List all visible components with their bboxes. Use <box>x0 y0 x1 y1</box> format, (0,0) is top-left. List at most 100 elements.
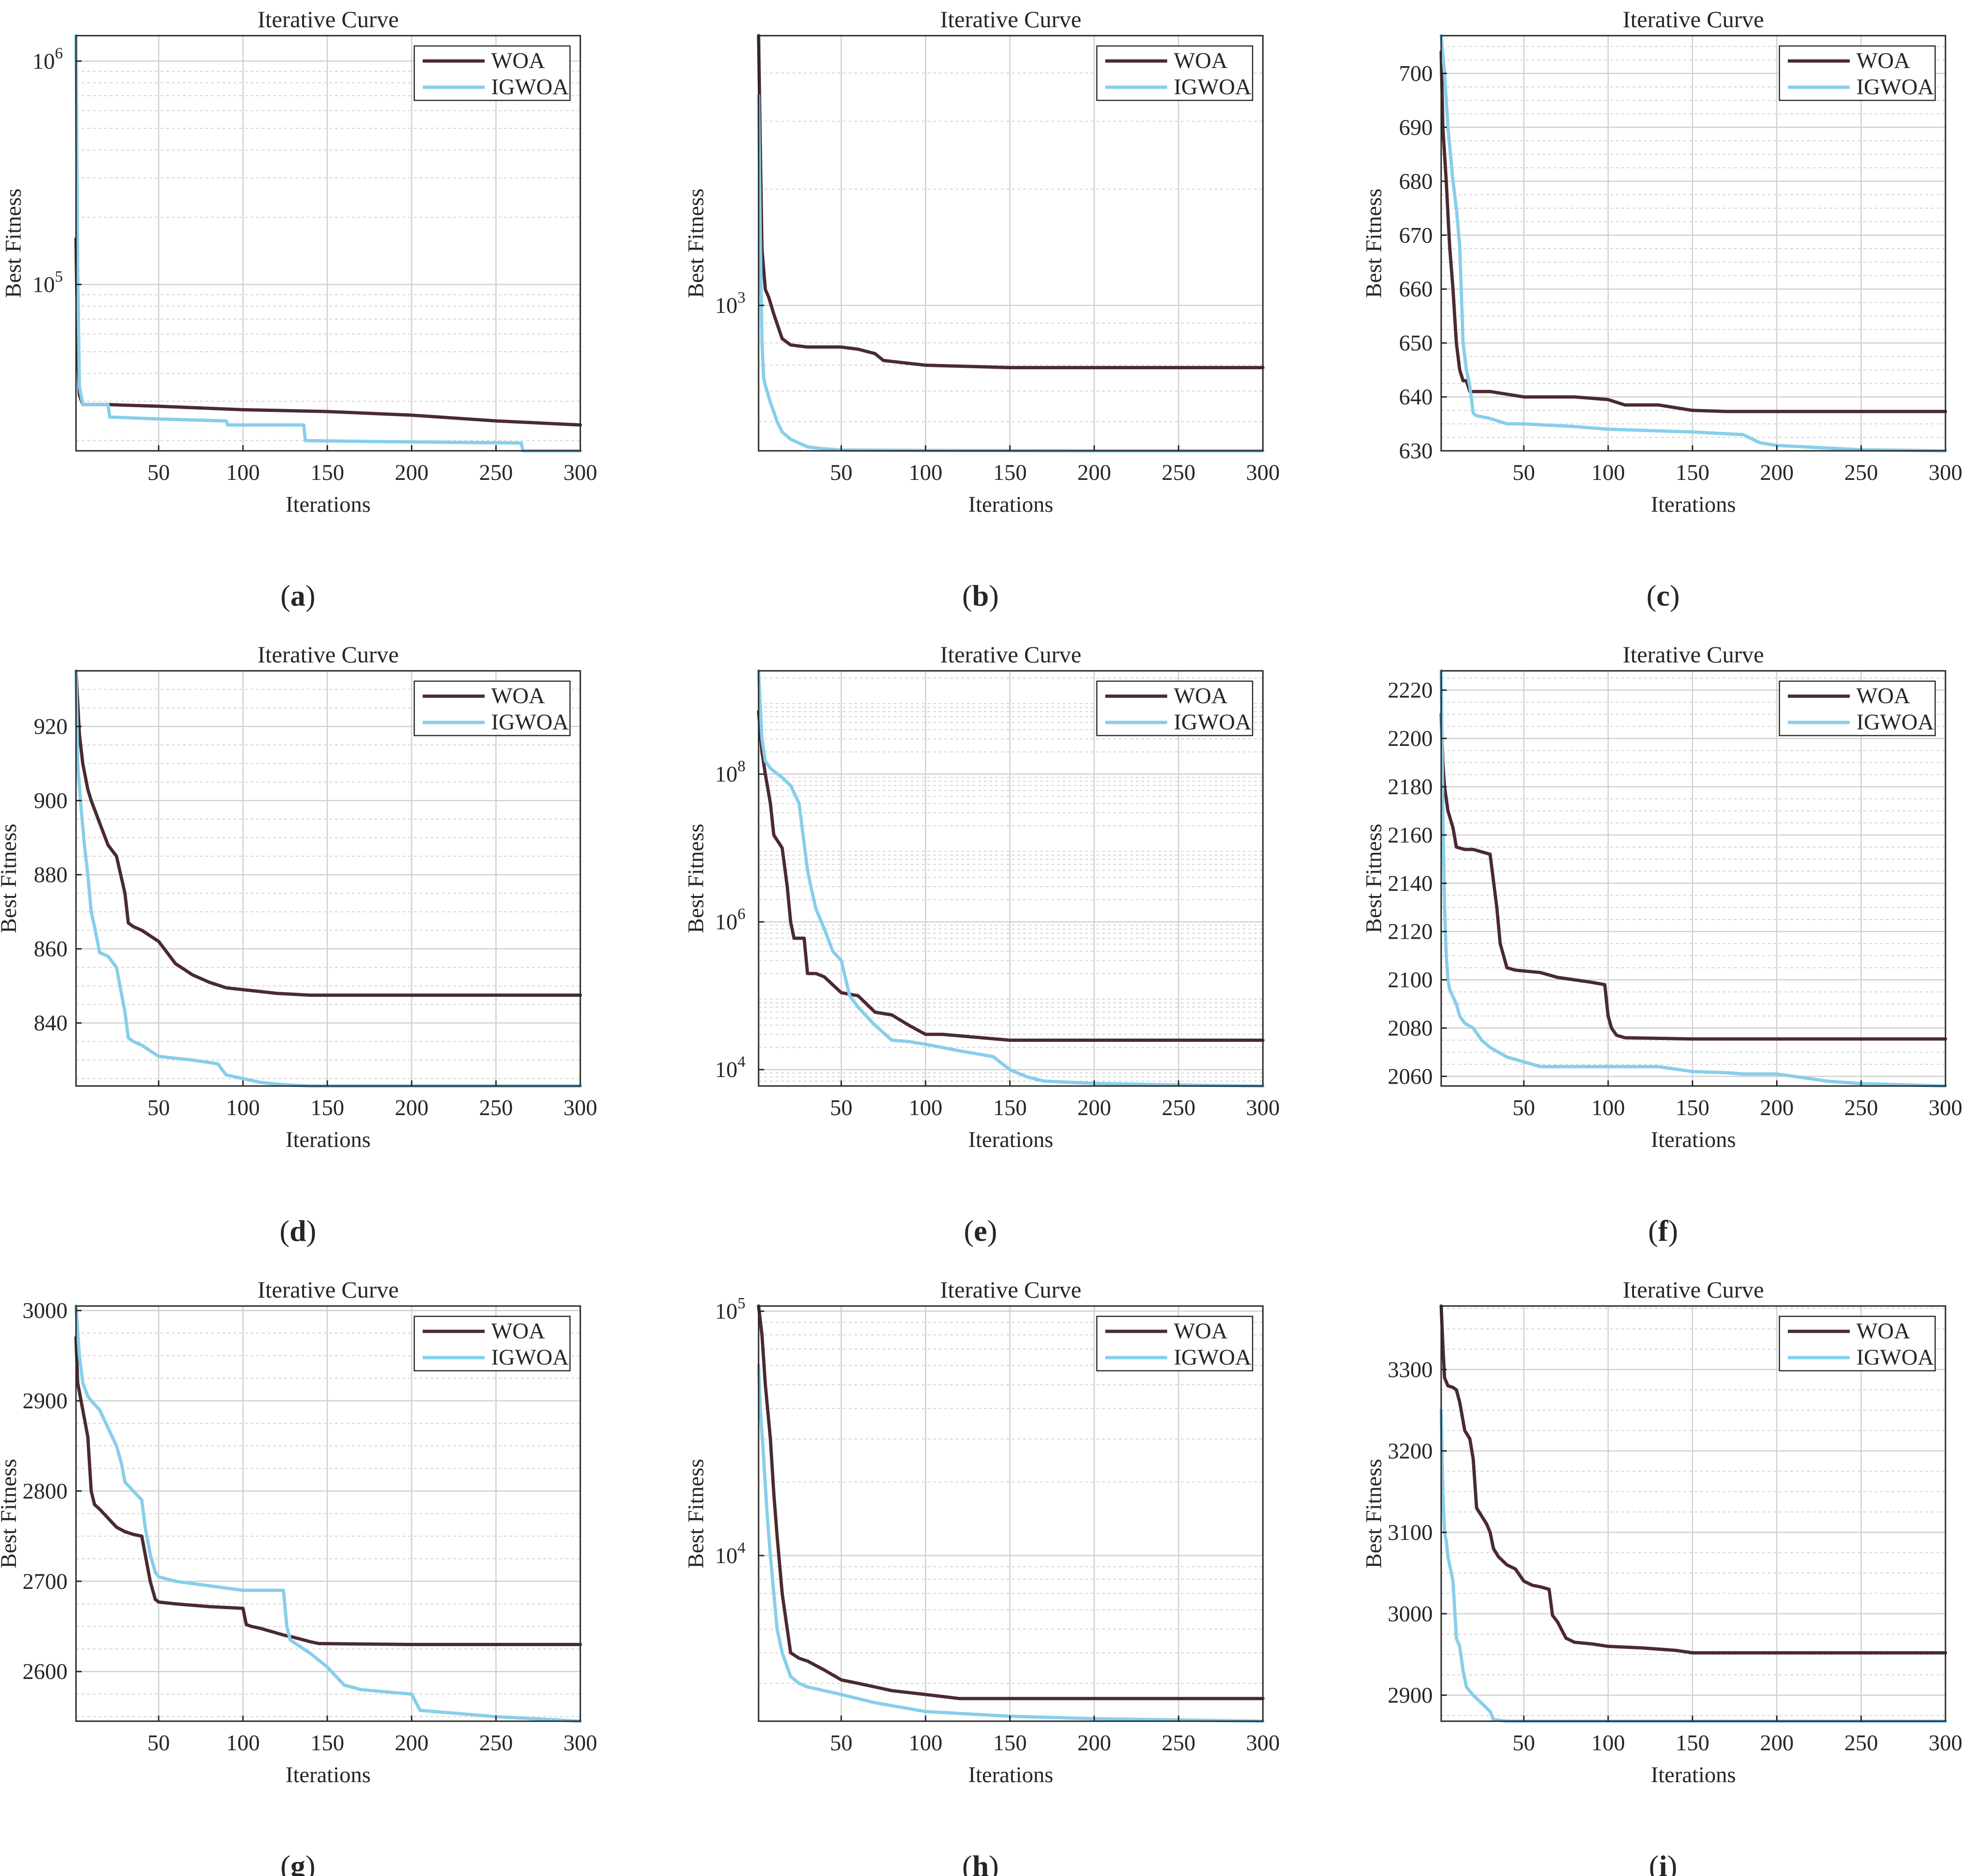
panel-caption: (d) <box>280 1214 316 1247</box>
x-tick-label: 150 <box>311 1731 344 1755</box>
x-tick-label: 200 <box>1760 1731 1793 1755</box>
legend-label-woa: WOA <box>1856 684 1910 708</box>
legend-label-woa: WOA <box>1174 1319 1228 1344</box>
panel-letter: c <box>1656 579 1670 612</box>
x-tick-label: 250 <box>1844 460 1878 485</box>
y-tick-label: 2800 <box>23 1479 68 1504</box>
y-tick-exponent: 5 <box>737 1295 745 1312</box>
chart-title: Iterative Curve <box>1623 641 1764 668</box>
y-tick-label: 2220 <box>1388 678 1433 703</box>
x-tick-label: 250 <box>479 1095 513 1120</box>
y-tick-label: 105 <box>32 268 63 297</box>
x-axis-label: Iterations <box>286 492 371 517</box>
x-tick-label: 300 <box>1246 1731 1280 1755</box>
panel-letter: f <box>1658 1214 1668 1247</box>
y-tick-base: 10 <box>32 272 55 297</box>
chart-title: Iterative Curve <box>940 641 1081 668</box>
panel-caption: (c) <box>1646 579 1679 612</box>
y-axis-label: Best Fitness <box>1361 1459 1386 1568</box>
panel-caption: (i) <box>1649 1849 1677 1876</box>
y-tick-base: 10 <box>715 762 737 787</box>
major-grid <box>1441 1306 1946 1721</box>
y-tick-exponent: 5 <box>55 268 63 285</box>
axes-frame <box>1440 670 1946 1087</box>
y-tick-exponent: 6 <box>737 905 745 923</box>
x-axis-label: Iterations <box>1651 1127 1736 1152</box>
y-tick-base: 10 <box>715 1299 737 1324</box>
y-axis-label: Best Fitness <box>0 1459 21 1568</box>
x-tick-label: 100 <box>226 1095 260 1120</box>
panel-caption: (g) <box>281 1849 316 1876</box>
y-axis-label: Best Fitness <box>684 824 708 933</box>
major-grid <box>1441 671 1946 1086</box>
legend-box <box>1096 45 1254 101</box>
panel-letter: a <box>290 579 305 612</box>
y-tick-label: 3100 <box>1388 1520 1433 1545</box>
chart-title: Iterative Curve <box>258 1276 399 1303</box>
y-axis-label: Best Fitness <box>684 189 708 298</box>
y-tick-base: 10 <box>715 1543 737 1568</box>
chart-g: 50 100 150 200 250 300 2600 2700 2800 2900 3000 Ite… <box>0 1276 597 1876</box>
x-axis-label: Iterations <box>968 492 1053 517</box>
series-line-igwoa <box>74 1304 582 1723</box>
x-axis-label: Iterations <box>968 1127 1053 1152</box>
panel-caption: (h) <box>962 1849 999 1876</box>
x-axis-label: Iterations <box>286 1762 371 1787</box>
legend-label-woa: WOA <box>1856 1319 1910 1344</box>
y-tick-base: 10 <box>715 910 737 934</box>
y-tick-base: 10 <box>715 1057 737 1082</box>
series-line-igwoa <box>757 93 1265 453</box>
panel-letter: e <box>974 1214 987 1247</box>
x-axis-label: Iterations <box>1651 1762 1736 1787</box>
y-tick-label: 920 <box>34 714 68 739</box>
x-tick-label: 300 <box>1246 460 1280 485</box>
x-tick-label: 200 <box>1760 1095 1793 1120</box>
y-tick-label: 2160 <box>1388 823 1433 848</box>
y-tick-label: 2900 <box>1388 1683 1433 1708</box>
y-tick-label: 3000 <box>1388 1602 1433 1626</box>
x-axis-label: Iterations <box>286 1127 371 1152</box>
x-tick-label: 150 <box>993 1731 1027 1755</box>
legend-label-igwoa: IGWOA <box>1856 1345 1934 1370</box>
series-line-woa <box>1439 713 1947 1041</box>
x-tick-label: 100 <box>909 460 942 485</box>
series-line-woa <box>74 669 582 997</box>
x-tick-label: 150 <box>1676 1095 1710 1120</box>
chart-b: 50 100 150 200 250 300 103 Iterative Curve Itera… <box>684 6 1280 612</box>
y-tick-exponent: 4 <box>737 1539 745 1557</box>
y-tick-label: 3300 <box>1388 1357 1433 1382</box>
panel-letter: i <box>1659 1849 1667 1876</box>
x-tick-label: 300 <box>1929 460 1962 485</box>
series-line-woa <box>1439 50 1947 413</box>
x-tick-label: 100 <box>1591 1731 1625 1755</box>
legend-box <box>1778 1315 1936 1372</box>
major-grid <box>76 1306 581 1721</box>
y-tick-label: 2600 <box>23 1659 68 1684</box>
x-tick-label: 50 <box>1512 460 1535 485</box>
panel-caption: (a) <box>281 579 316 612</box>
x-tick-label: 150 <box>1676 460 1710 485</box>
x-tick-label: 250 <box>479 1731 513 1755</box>
legend-label-woa: WOA <box>491 1319 545 1344</box>
y-tick-label: 104 <box>715 1539 745 1568</box>
legend-label-woa: WOA <box>1174 684 1228 708</box>
y-tick-label: 104 <box>715 1053 745 1082</box>
panel-letter: g <box>290 1849 305 1876</box>
y-tick-label: 650 <box>1399 331 1433 356</box>
series-line-igwoa <box>74 34 582 453</box>
series-line-igwoa <box>74 669 582 1088</box>
x-tick-label: 100 <box>909 1095 942 1120</box>
x-tick-label: 50 <box>147 1095 170 1120</box>
x-tick-label: 150 <box>1676 1731 1710 1755</box>
legend-label-igwoa: IGWOA <box>1856 75 1934 99</box>
x-tick-label: 50 <box>830 1731 852 1755</box>
axes-frame <box>75 35 581 452</box>
axes-frame <box>1440 35 1946 452</box>
axes-frame <box>758 1305 1264 1722</box>
x-tick-label: 250 <box>479 460 513 485</box>
